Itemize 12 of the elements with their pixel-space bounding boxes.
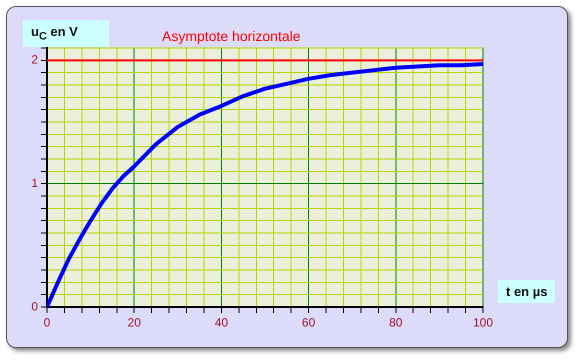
y-tick-label: 1	[31, 176, 38, 190]
x-tick-label: 100	[472, 316, 494, 330]
y-axis-title: u$_{C}$ en V	[23, 20, 109, 47]
x-tick-label: 80	[389, 316, 403, 330]
y-tick-label: 0	[31, 299, 38, 314]
x-tick-label: 60	[302, 316, 316, 330]
x-axis-title: t en µs	[498, 280, 556, 303]
x-tick-label: 40	[214, 316, 228, 330]
y-tick-label: 2	[31, 52, 38, 67]
x-tick-label: 20	[128, 316, 142, 330]
x-tick-label: 0	[44, 316, 51, 330]
ref-line-label: Asymptote horizontale	[162, 28, 301, 44]
